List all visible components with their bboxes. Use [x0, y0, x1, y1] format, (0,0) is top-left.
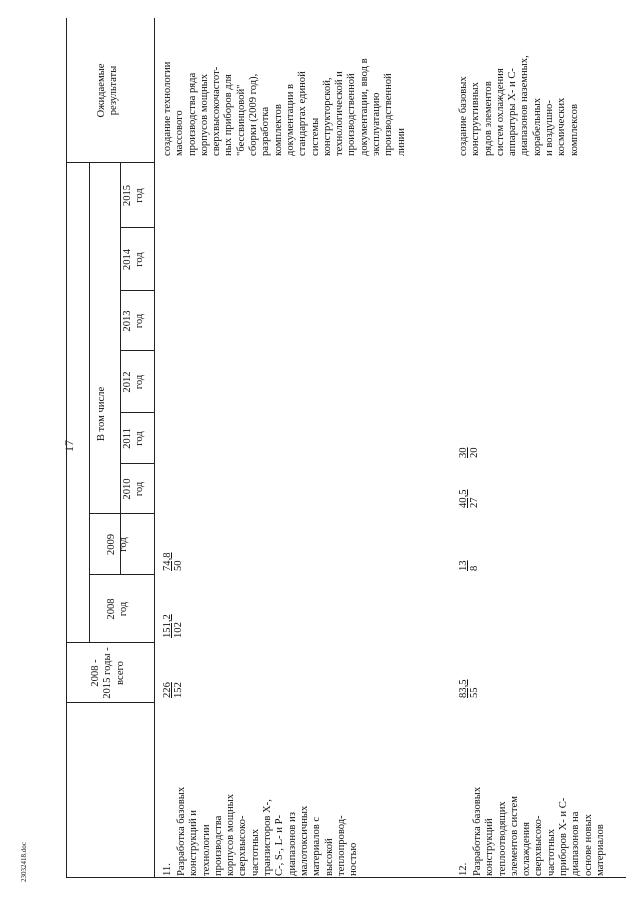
value-top: 226 — [162, 682, 173, 698]
value-bottom: 27 — [469, 497, 480, 508]
col-border — [66, 877, 626, 878]
row-name: Разработка базовых конструкций и техноло… — [176, 786, 360, 876]
header-year-2013: 2013 год — [122, 310, 146, 332]
rotated-table-page: 2008 - 2015 годы - всего В том числе 200… — [66, 18, 626, 878]
value-top: 83,5 — [458, 679, 469, 698]
header-year-2008: 2008 год — [106, 598, 130, 620]
table-top-border — [66, 18, 67, 878]
value-top: 40,5 — [458, 489, 469, 508]
row-name: Разработка базовых конструкций теплоотво… — [472, 786, 606, 876]
header-year-2014: 2014 год — [122, 248, 146, 271]
row-number: 11. — [162, 863, 173, 876]
value-top: 30 — [458, 447, 469, 458]
row-results: создание технологии массового производст… — [162, 58, 407, 156]
program-table: 2008 - 2015 годы - всего В том числе 200… — [66, 18, 626, 878]
header-year-2012: 2012 год — [122, 371, 146, 393]
header-year-2009: 2009 год — [106, 533, 130, 556]
header-split-line — [89, 163, 90, 643]
header-total: 2008 - 2015 годы - всего — [90, 647, 126, 699]
header-year-2015: 2015 год — [122, 184, 146, 207]
row-number: 12. — [458, 862, 469, 876]
row-2009-value: 74,8 50 — [162, 552, 184, 571]
value-bottom: 50 — [173, 560, 184, 571]
value-bottom: 8 — [469, 565, 480, 571]
value-top: 74,8 — [162, 552, 173, 571]
footer-filename: 23032418.doc — [20, 842, 28, 882]
row-results: создание базовых конструктивных рядов эл… — [458, 55, 580, 156]
row-2009-value: 13 8 — [458, 560, 480, 571]
value-top: 151,2 — [162, 614, 173, 638]
value-bottom: 102 — [173, 622, 184, 638]
value-top: 13 — [458, 560, 469, 571]
row-total-value: 226 152 — [162, 682, 184, 698]
header-results: Ожидаемые результаты — [96, 63, 120, 118]
row-2010-value: 40,5 27 — [458, 489, 480, 508]
header-year-2010: 2010 год — [122, 478, 146, 500]
value-bottom: 152 — [173, 682, 184, 698]
header-year-2011: 2011 год — [122, 428, 146, 449]
row-2011-value: 30 20 — [458, 447, 480, 458]
header-in-total: В том числе — [96, 386, 107, 442]
row-total-value: 83,5 55 — [458, 679, 480, 698]
value-bottom: 55 — [469, 687, 480, 698]
header-bottom-border — [154, 18, 155, 878]
row-2008-value: 151,2 102 — [162, 614, 184, 638]
value-bottom: 20 — [469, 447, 480, 458]
